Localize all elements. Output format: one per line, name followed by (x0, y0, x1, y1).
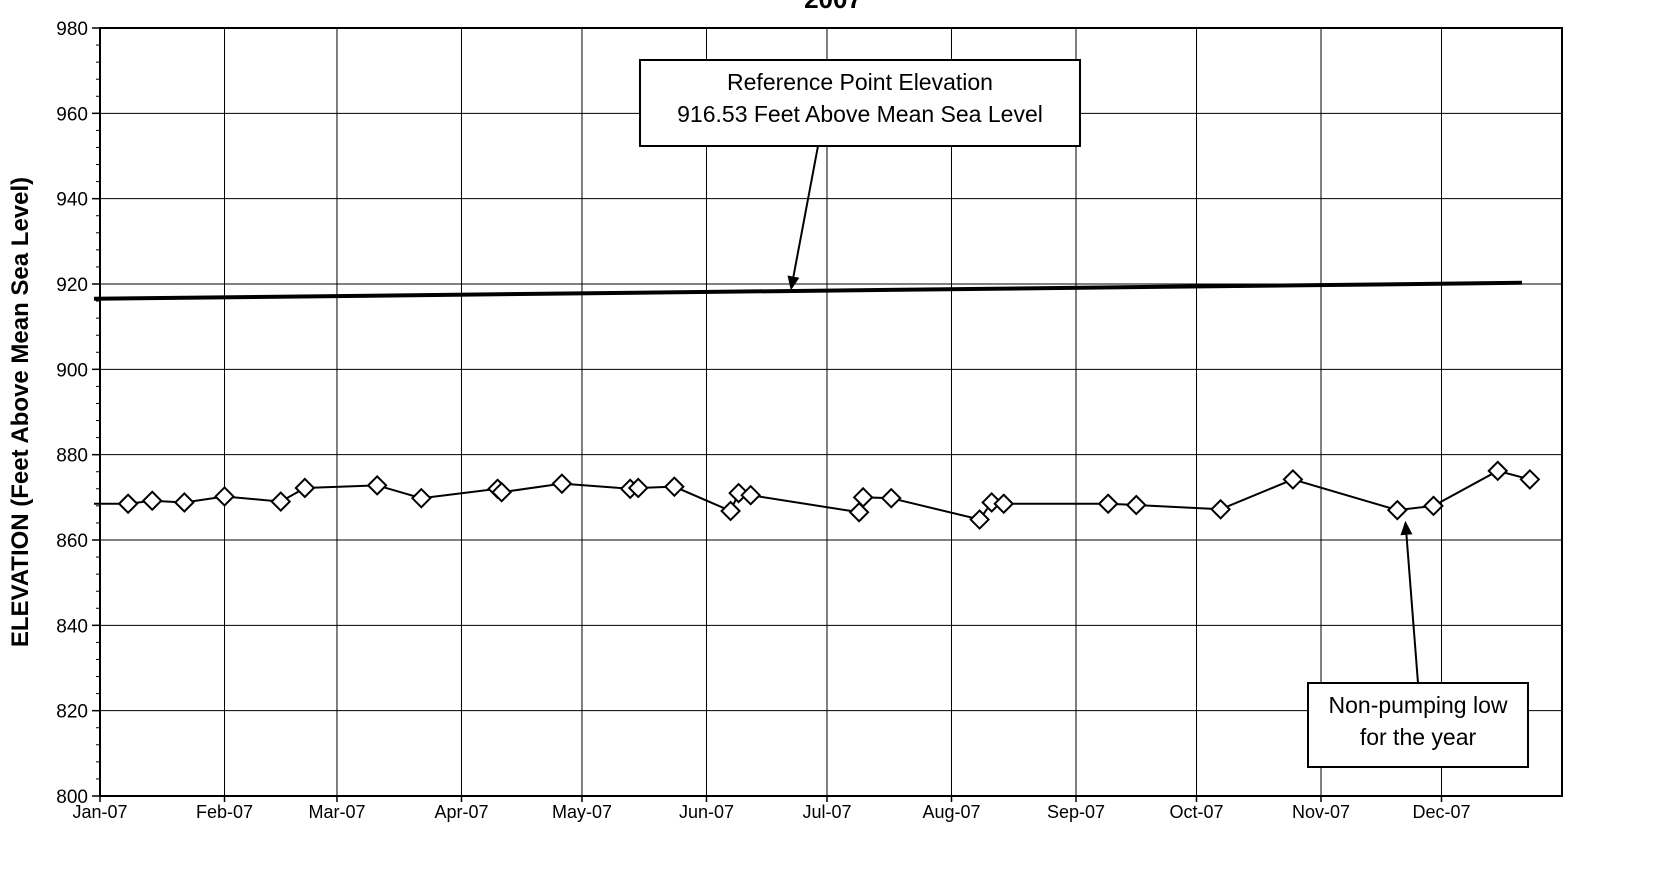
data-point-marker (740, 484, 762, 506)
data-point-marker (1423, 495, 1444, 517)
x-tick-label: Jul-07 (802, 802, 851, 822)
y-tick-label: 880 (56, 446, 88, 467)
chart-title: 2007 (804, 0, 862, 14)
data-point-marker (848, 501, 870, 523)
x-tick-label: Apr-07 (434, 802, 488, 822)
data-point-marker (1282, 468, 1304, 490)
annotation-text: Reference Point Elevation (727, 69, 993, 95)
data-point-marker (663, 476, 685, 498)
y-axis: 800 820 840 860 880 900 920 940 960 980 (56, 19, 100, 808)
y-tick-label: 980 (56, 19, 88, 40)
annotation-box (1307, 682, 1529, 768)
x-axis: Jan-07 Feb-07 Mar-07 Apr-07 May-07 Jun-07 Jul-… (72, 796, 1471, 822)
data-point-marker (1210, 498, 1232, 520)
y-tick-label: 960 (56, 104, 88, 125)
data-point-marker (993, 493, 1015, 515)
reference-line-group (93, 280, 1523, 301)
y-tick-label: 940 (56, 190, 88, 211)
data-point-marker (366, 474, 388, 496)
y-tick-label: 920 (56, 275, 88, 296)
x-tick-label: Dec-07 (1412, 802, 1470, 822)
data-point-marker (294, 477, 316, 499)
data-point-marker (852, 486, 874, 508)
data-point-marker (1097, 493, 1119, 515)
annotation-text: 916.53 Feet Above Mean Sea Level (677, 101, 1043, 127)
annotation-text: Non-pumping low (1329, 692, 1508, 718)
x-tick-label: Sep-07 (1047, 802, 1105, 822)
data-point-marker (627, 477, 649, 499)
y-tick-label: 900 (56, 360, 88, 381)
annotation-text: for the year (1360, 724, 1477, 750)
y-axis-label: ELEVATION (Feet Above Mean Sea Level) (7, 177, 34, 647)
data-point-marker (720, 500, 742, 522)
data-point-marker (969, 509, 991, 530)
x-tick-label: Jan-07 (72, 802, 127, 822)
annotations-group: Reference Point Elevation 916.53 Feet Abo… (639, 59, 1529, 768)
y-tick-label: 820 (56, 702, 88, 723)
series-line (94, 469, 1531, 521)
x-tick-label: Aug-07 (922, 802, 980, 822)
data-point-marker (551, 473, 573, 495)
data-point-marker (1125, 494, 1147, 516)
x-tick-label: Oct-07 (1169, 802, 1223, 822)
data-point-marker (214, 486, 235, 507)
data-point-marker (141, 490, 163, 512)
data-point-marker (117, 493, 139, 515)
data-point-marker (880, 487, 902, 509)
data-point-marker (491, 481, 513, 503)
data-point-marker (1386, 499, 1408, 521)
x-tick-label: Mar-07 (308, 802, 365, 822)
y-tick-label: 800 (56, 787, 88, 808)
x-tick-label: Nov-07 (1292, 802, 1350, 822)
data-point-marker (410, 487, 432, 509)
annotation-arrow (1405, 534, 1419, 684)
y-tick-label: 840 (56, 616, 88, 637)
data-point-marker (1519, 468, 1541, 490)
data-point-marker (1487, 460, 1509, 482)
annotation-arrowhead (787, 275, 800, 291)
reference-line (93, 280, 1523, 301)
data-point-marker (173, 492, 195, 513)
data-point-marker (270, 491, 292, 513)
annotation-box (639, 59, 1081, 147)
x-tick-label: May-07 (552, 802, 612, 822)
annotation-arrow (792, 145, 819, 277)
annotation-arrowhead (1400, 520, 1413, 536)
x-tick-label: Feb-07 (196, 802, 253, 822)
x-tick-label: Jun-07 (679, 802, 734, 822)
plot-area-border (99, 27, 1563, 797)
y-tick-label: 860 (56, 531, 88, 552)
series-group (94, 460, 1541, 530)
